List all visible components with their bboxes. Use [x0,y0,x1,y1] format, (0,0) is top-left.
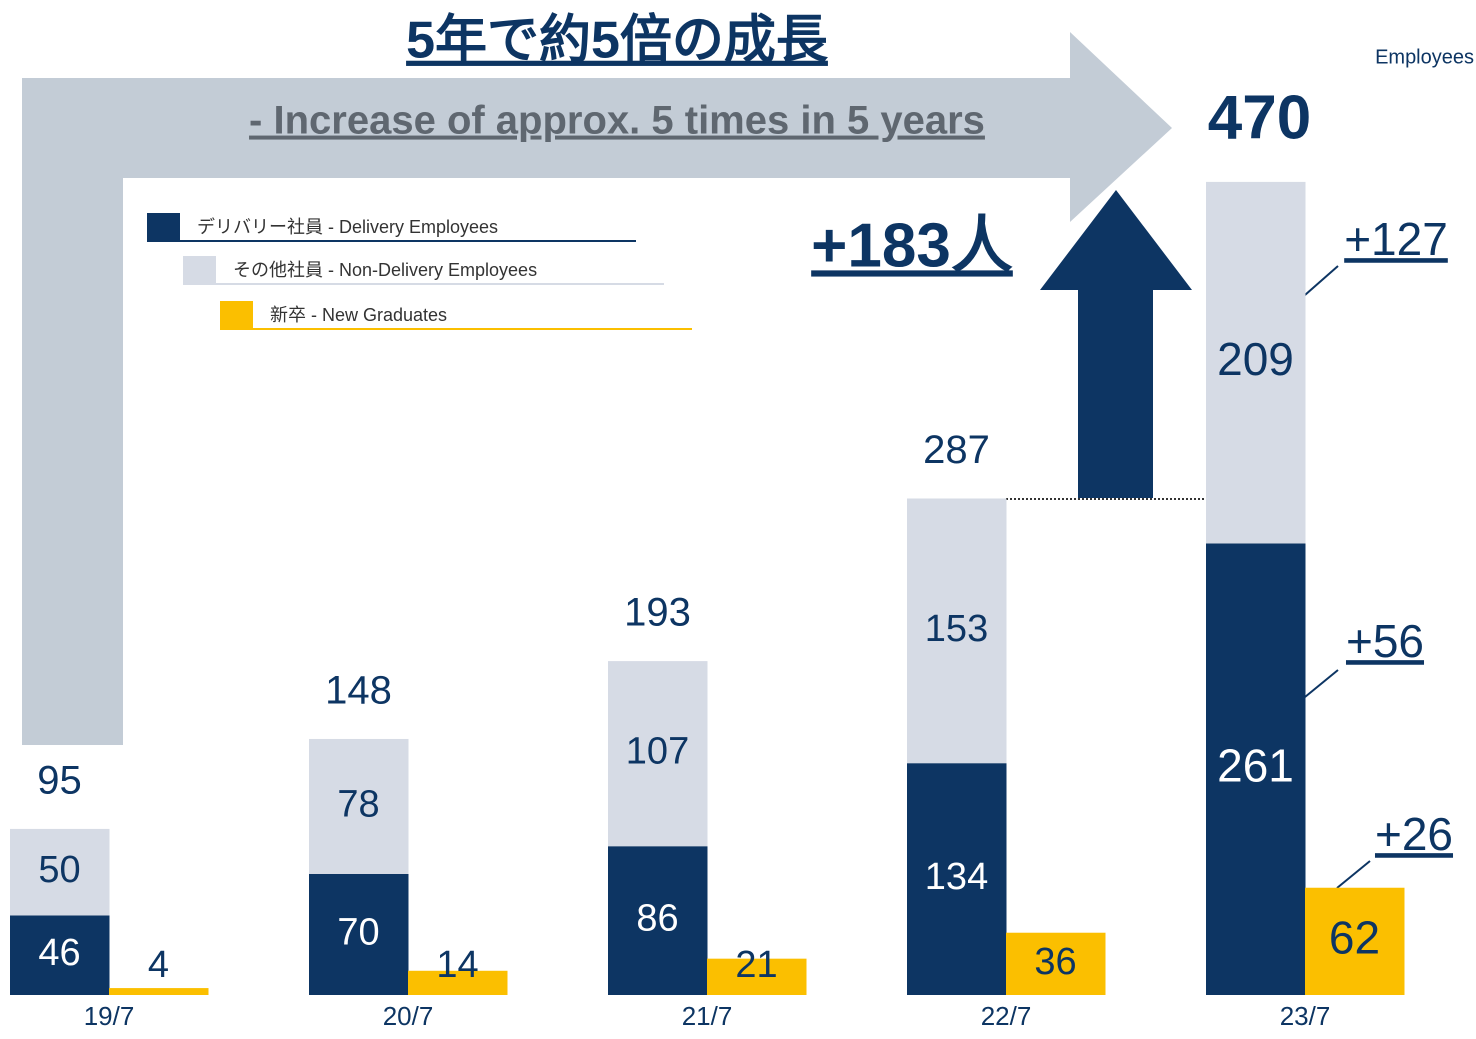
increase-annotation: +26 [1375,808,1453,860]
bar-segment [309,738,409,874]
value-label: 209 [1217,333,1294,385]
legend-label: 新卒 - New Graduates [270,305,447,325]
bar-segment [408,970,508,995]
bar-segment [10,915,110,995]
growth-annotation: +183人 [811,211,1013,280]
value-label: 78 [337,783,379,825]
unit-label: Employees [1375,46,1474,68]
value-label: 70 [337,911,379,953]
value-label: 62 [1329,912,1380,964]
value-label: 14 [436,944,478,986]
x-tick-label: 21/7 [682,1001,733,1031]
legend-swatch [183,256,216,284]
value-label: 107 [626,731,689,773]
bar-segment [707,958,807,995]
value-label: 21 [735,944,777,986]
up-arrow [1040,190,1192,498]
legend-label: その他社員 - Non-Delivery Employees [233,260,537,280]
bar-segment [1305,887,1405,995]
bar-segment [608,661,708,847]
value-label: 36 [1034,941,1076,983]
increase-annotation: +56 [1346,615,1424,667]
value-label: 46 [38,932,80,974]
bar-segment [907,498,1007,764]
bar-segment [1206,181,1306,544]
leader-line [1336,860,1371,889]
value-label: 261 [1217,739,1294,791]
bar-segment [1206,543,1306,995]
leader-line [1304,265,1339,296]
value-label: 153 [925,608,988,650]
bar-segment [1006,932,1106,995]
value-label: 86 [636,898,678,940]
x-tick-label: 22/7 [981,1001,1032,1031]
total-label: 148 [325,669,392,713]
value-label: 50 [38,849,80,891]
bar-segment [608,846,708,995]
total-label: 95 [37,758,82,802]
x-tick-label: 20/7 [383,1001,434,1031]
value-label: 134 [925,856,988,898]
total-label: 470 [1208,83,1311,152]
growth-arrow [22,32,1172,745]
chart-title: 5年で約5倍の成長 [406,12,829,70]
leader-line [1304,669,1339,698]
bar-segment [10,828,110,916]
value-label: 4 [148,944,169,986]
increase-annotation: +127 [1344,213,1448,265]
bar-segment [109,988,209,995]
legend-swatch [220,301,253,329]
bar-segment [907,763,1007,995]
bar-segment [309,873,409,995]
total-label: 193 [624,591,691,635]
legend-label: デリバリー社員 - Delivery Employees [197,217,498,237]
x-tick-label: 23/7 [1280,1001,1331,1031]
x-tick-label: 19/7 [84,1001,135,1031]
total-label: 287 [923,428,990,472]
chart-subtitle: - Increase of approx. 5 times in 5 years [249,99,985,143]
legend-swatch [147,213,180,241]
